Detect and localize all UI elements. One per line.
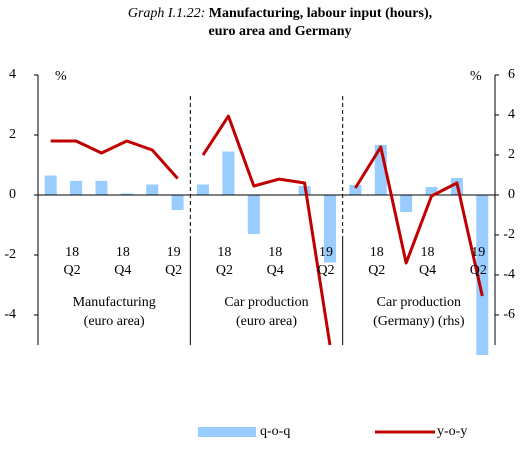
x-tick-label: Q2: [216, 263, 233, 278]
y-tick-label: 2: [9, 127, 16, 142]
bar: [44, 175, 57, 195]
group-label: (Germany) (rhs): [373, 314, 465, 329]
x-tick-label: 18: [421, 245, 435, 260]
y2-tick-label: -6: [503, 307, 515, 322]
y-tick-label: 4: [9, 67, 16, 82]
y2-tick-label: 0: [508, 187, 515, 202]
bar: [70, 180, 83, 195]
x-tick-label: Q2: [317, 263, 334, 278]
x-tick-label: 18: [217, 245, 231, 260]
group-label: (euro area): [84, 314, 145, 329]
group-label: Car production: [377, 295, 461, 310]
x-tick-label: 19: [319, 245, 333, 260]
x-tick-label: Q2: [368, 263, 385, 278]
x-tick-label: Q2: [470, 263, 487, 278]
y2-tick-label: 6: [508, 67, 515, 82]
group-label: Manufacturing: [73, 295, 156, 310]
y2-unit: %: [470, 69, 482, 84]
y-tick-label: -4: [4, 307, 16, 322]
y2-tick-label: 2: [508, 147, 515, 162]
group-label: Car production: [224, 295, 308, 310]
bar: [323, 195, 336, 263]
bar: [197, 184, 210, 195]
x-tick-label: Q2: [64, 263, 81, 278]
legend-label: y-o-y: [437, 424, 467, 439]
x-tick-label: 18: [65, 245, 79, 260]
x-tick-label: 18: [268, 245, 282, 260]
x-tick-label: 18: [116, 245, 130, 260]
title-prefix: Graph I.1.22:: [128, 6, 205, 21]
y-tick-label: 0: [9, 187, 16, 202]
y-tick-label: -2: [4, 247, 16, 262]
legend-label: q-o-q: [260, 424, 290, 439]
title-line: Manufacturing, labour input (hours),: [209, 6, 432, 21]
bar: [171, 195, 184, 210]
y2-tick-label: -2: [503, 227, 515, 242]
chart-title: euro area and Germany: [209, 24, 352, 39]
line: [354, 145, 484, 297]
x-tick-label: 19: [167, 245, 181, 260]
x-tick-label: 18: [370, 245, 384, 260]
bar: [425, 187, 438, 195]
legend-swatch: [198, 427, 256, 437]
x-tick-label: Q4: [114, 263, 131, 278]
bar: [120, 193, 133, 195]
x-tick-label: 19: [471, 245, 485, 260]
bar: [349, 185, 362, 195]
group-label: (euro area): [236, 314, 297, 329]
y2-tick-label: -4: [503, 267, 515, 282]
x-tick-label: Q2: [165, 263, 182, 278]
line: [50, 139, 179, 180]
bar: [247, 195, 260, 234]
x-tick-label: Q4: [419, 263, 436, 278]
bar: [222, 151, 235, 195]
y2-tick-label: 4: [508, 107, 515, 122]
bar: [95, 180, 108, 195]
bar: [146, 184, 159, 195]
chart-title: Graph I.1.22: Manufacturing, labour inpu…: [128, 6, 432, 21]
line: [201, 114, 332, 346]
y-unit: %: [55, 69, 67, 84]
bar: [400, 195, 413, 212]
bar: [476, 195, 489, 355]
x-tick-label: Q4: [267, 263, 284, 278]
